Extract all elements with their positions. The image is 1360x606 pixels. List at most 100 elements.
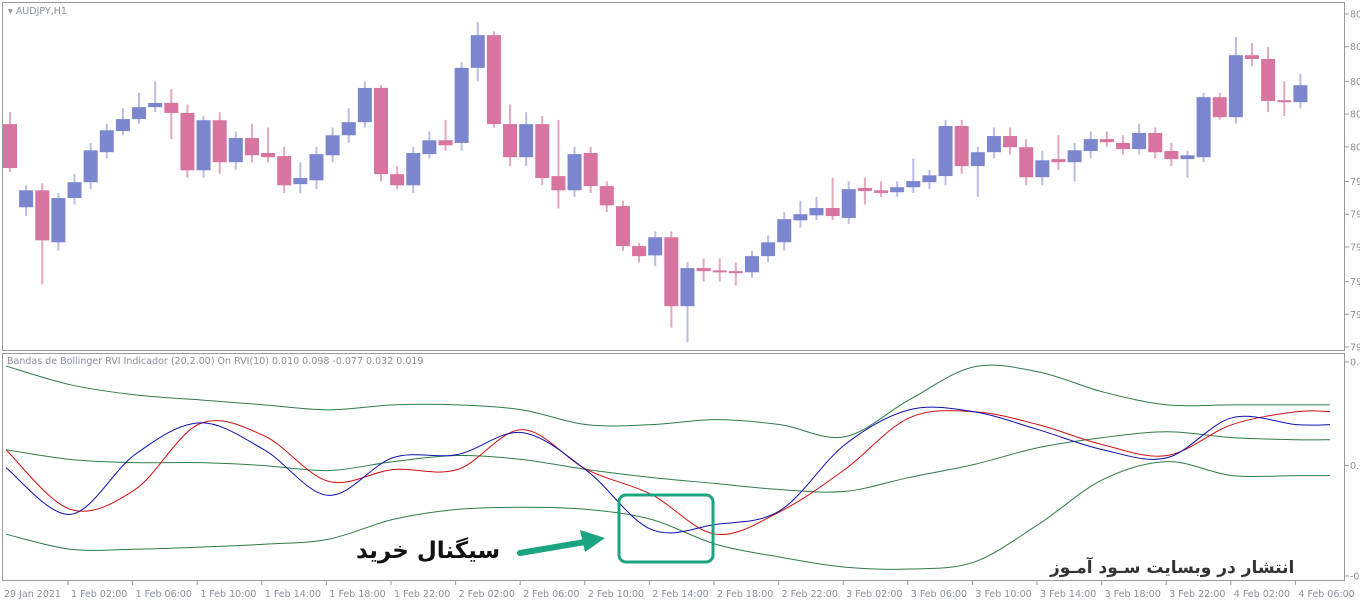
candle[interactable]: [680, 262, 695, 343]
candle-body: [244, 137, 259, 156]
candle[interactable]: [454, 62, 469, 151]
candle[interactable]: [1277, 81, 1292, 117]
candle[interactable]: [793, 200, 808, 228]
candle-body: [857, 188, 872, 192]
candle[interactable]: [1293, 73, 1308, 109]
candle[interactable]: [196, 116, 211, 178]
candle[interactable]: [19, 185, 34, 217]
candle[interactable]: [664, 231, 679, 328]
time-tick-label: 4 Feb 02:00: [1234, 589, 1290, 600]
candle[interactable]: [1003, 127, 1018, 155]
candle-body: [728, 271, 743, 274]
candle[interactable]: [874, 181, 889, 197]
candle[interactable]: [744, 250, 759, 278]
candle[interactable]: [1019, 139, 1034, 186]
candle[interactable]: [648, 231, 663, 267]
candle[interactable]: [180, 104, 195, 178]
candle[interactable]: [390, 166, 405, 190]
candle[interactable]: [857, 177, 872, 205]
candle[interactable]: [632, 243, 647, 263]
candle[interactable]: [164, 89, 179, 140]
candle[interactable]: [1051, 135, 1066, 170]
candle[interactable]: [890, 181, 905, 197]
candle[interactable]: [519, 112, 534, 167]
candle[interactable]: [906, 158, 921, 194]
candle-body: [954, 126, 969, 167]
candle[interactable]: [535, 116, 550, 186]
candle[interactable]: [1164, 142, 1179, 167]
candle-body: [115, 119, 130, 132]
candle[interactable]: [761, 235, 776, 263]
watermark: انتشار در وبسایت سـود آمـوز: [1050, 558, 1295, 578]
candle[interactable]: [357, 81, 372, 128]
candle[interactable]: [83, 142, 98, 190]
candle[interactable]: [1035, 150, 1050, 186]
candle[interactable]: [132, 92, 147, 124]
candle-body: [309, 154, 324, 181]
candle[interactable]: [373, 85, 388, 182]
candle[interactable]: [3, 112, 17, 172]
candle[interactable]: [938, 119, 953, 186]
candle[interactable]: [148, 81, 163, 113]
candle-body: [535, 124, 550, 178]
candle[interactable]: [712, 258, 727, 282]
menu-triangle-icon[interactable]: ▾: [8, 6, 13, 17]
candle[interactable]: [615, 200, 630, 251]
candle-body: [777, 219, 792, 243]
time-tick-label: 1 Feb 22:00: [394, 589, 450, 600]
candle[interactable]: [1261, 46, 1276, 113]
candle[interactable]: [422, 131, 437, 159]
candle[interactable]: [728, 262, 743, 286]
candle[interactable]: [470, 22, 485, 82]
candle[interactable]: [341, 108, 356, 143]
candle[interactable]: [1196, 92, 1211, 163]
candle[interactable]: [1115, 135, 1130, 155]
candle[interactable]: [1212, 92, 1227, 120]
candle[interactable]: [261, 127, 276, 163]
candle-body: [1035, 160, 1050, 178]
candle[interactable]: [309, 146, 324, 190]
candle[interactable]: [438, 119, 453, 151]
candle[interactable]: [1083, 131, 1098, 159]
candle[interactable]: [293, 162, 308, 194]
indicator-pane[interactable]: [2, 353, 1345, 581]
candle[interactable]: [212, 112, 227, 174]
candle[interactable]: [696, 258, 711, 282]
candle[interactable]: [228, 131, 243, 170]
candle[interactable]: [599, 181, 614, 213]
candle-body: [551, 176, 566, 191]
candle-body: [406, 152, 421, 186]
candle[interactable]: [1099, 131, 1114, 147]
candle[interactable]: [567, 146, 582, 197]
candle[interactable]: [486, 31, 501, 128]
candle[interactable]: [99, 123, 114, 159]
candle-body: [19, 190, 34, 208]
candle[interactable]: [115, 108, 130, 136]
candle[interactable]: [986, 127, 1001, 159]
candle[interactable]: [841, 181, 856, 224]
candle[interactable]: [406, 146, 421, 194]
candle[interactable]: [325, 127, 340, 163]
candle[interactable]: [1148, 127, 1163, 159]
candle[interactable]: [1245, 42, 1260, 66]
candle[interactable]: [954, 119, 969, 174]
candle[interactable]: [809, 196, 824, 220]
candle[interactable]: [35, 183, 50, 285]
candle[interactable]: [277, 146, 292, 194]
candle[interactable]: [583, 146, 598, 194]
time-tick-label: 1 Feb 14:00: [265, 589, 321, 600]
candle[interactable]: [777, 212, 792, 251]
candle[interactable]: [67, 173, 82, 205]
candle[interactable]: [970, 146, 985, 197]
candle[interactable]: [244, 123, 259, 163]
candle[interactable]: [1067, 142, 1082, 182]
candle[interactable]: [503, 104, 518, 167]
candle[interactable]: [551, 119, 566, 209]
candle[interactable]: [1132, 123, 1147, 155]
candle[interactable]: [1180, 150, 1195, 178]
candle[interactable]: [51, 193, 66, 251]
candle[interactable]: [1228, 37, 1243, 124]
candle[interactable]: [922, 169, 937, 190]
candle[interactable]: [825, 177, 840, 220]
